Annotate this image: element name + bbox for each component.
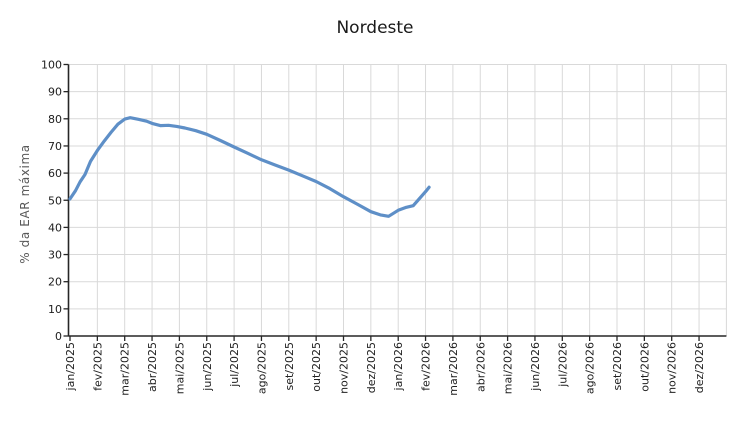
y-tick-label: 50 bbox=[48, 194, 62, 207]
y-tick-label: 40 bbox=[48, 221, 62, 234]
y-tick-label: 80 bbox=[48, 113, 62, 126]
chart-title: Nordeste bbox=[336, 18, 413, 38]
x-tick-label: abr/2025 bbox=[146, 342, 159, 392]
x-tick-label: mar/2025 bbox=[119, 342, 132, 396]
x-tick-label: jan/2025 bbox=[64, 342, 77, 391]
x-tick-label: nov/2026 bbox=[666, 342, 679, 394]
tick-labels: 0 10 20 30 40 50 60 70 80 90 100 jan/2025 fev/2025 ma… bbox=[41, 59, 706, 396]
x-tick-label: jun/2025 bbox=[201, 342, 214, 392]
y-tick-label: 70 bbox=[48, 140, 62, 153]
x-tick-label: dez/2026 bbox=[693, 342, 706, 393]
x-tick-label: out/2025 bbox=[310, 342, 323, 392]
x-tick-label: mar/2026 bbox=[447, 342, 460, 396]
ear-series-line bbox=[68, 116, 431, 218]
x-tick-label: jul/2025 bbox=[228, 342, 241, 388]
x-tick-label: ago/2026 bbox=[584, 342, 597, 394]
x-tick-label: set/2025 bbox=[283, 342, 296, 391]
x-tick-label: nov/2025 bbox=[338, 342, 351, 394]
gridlines bbox=[68, 64, 727, 336]
x-tick-label: mai/2025 bbox=[173, 342, 186, 394]
x-tick-label: jun/2026 bbox=[529, 342, 542, 392]
data-series bbox=[68, 116, 431, 218]
y-tick-label: 60 bbox=[48, 167, 62, 180]
x-tick-label: jul/2026 bbox=[556, 342, 569, 388]
y-tick-label: 90 bbox=[48, 86, 62, 99]
x-tick-label: abr/2026 bbox=[474, 342, 487, 392]
x-tick-label: dez/2025 bbox=[365, 342, 378, 393]
y-axis-title: % da EAR máxima bbox=[18, 144, 32, 263]
x-tick-label: set/2026 bbox=[611, 342, 624, 391]
y-tick-label: 20 bbox=[48, 276, 62, 289]
y-tick-label: 10 bbox=[48, 303, 62, 316]
x-tick-label: mai/2026 bbox=[502, 342, 515, 394]
x-tick-label: fev/2026 bbox=[420, 342, 433, 391]
y-tick-label: 30 bbox=[48, 249, 62, 262]
axes bbox=[63, 63, 727, 341]
x-tick-label: out/2026 bbox=[638, 342, 651, 392]
x-tick-label: ago/2025 bbox=[255, 342, 268, 394]
y-tick-label: 100 bbox=[41, 59, 62, 72]
x-tick-label: jan/2026 bbox=[392, 342, 405, 391]
x-tick-label: fev/2025 bbox=[91, 342, 104, 391]
y-tick-label: 0 bbox=[55, 330, 62, 343]
